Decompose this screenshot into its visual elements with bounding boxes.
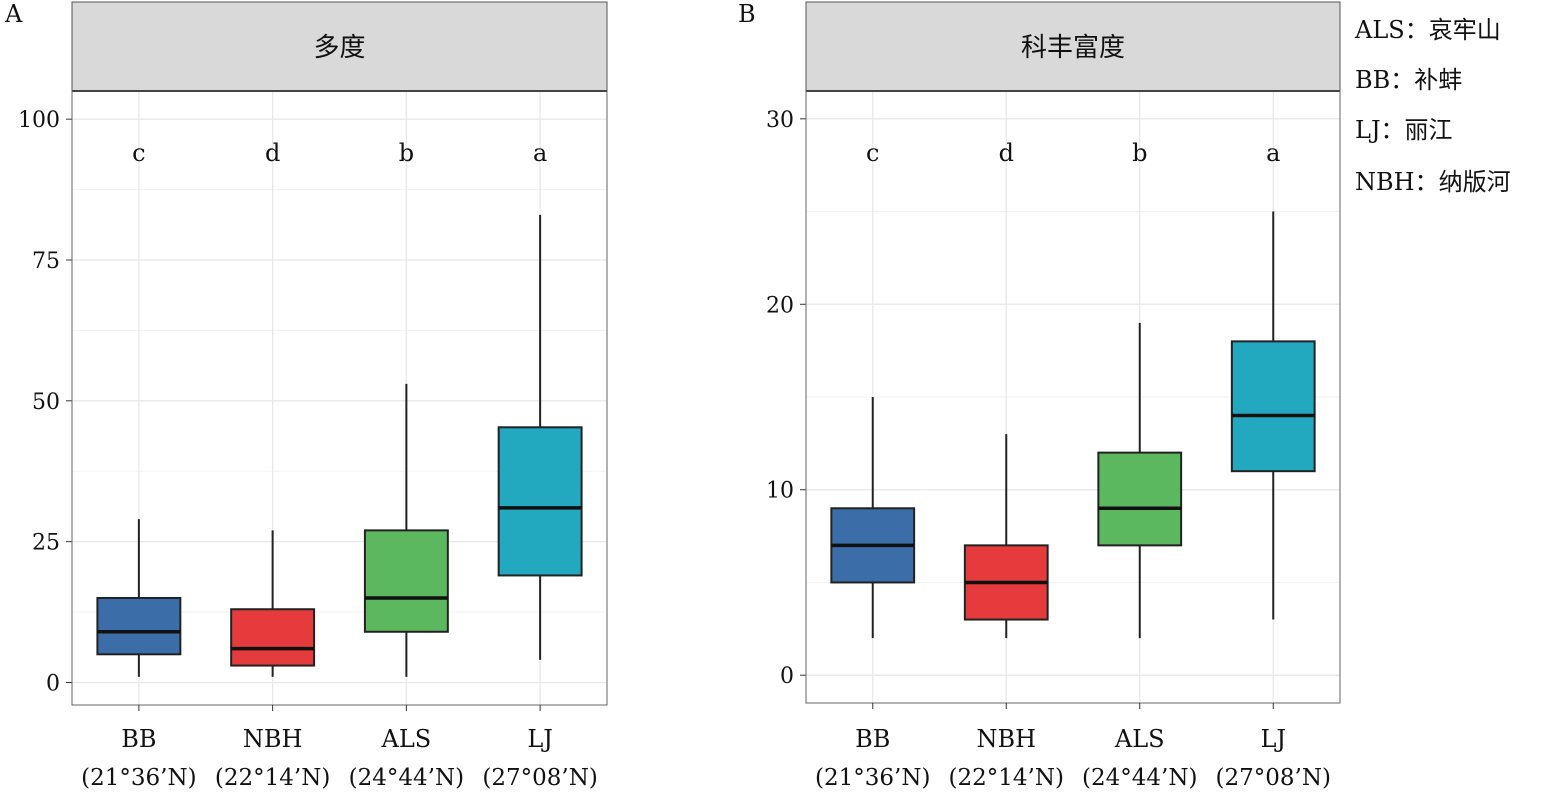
panel-label: B	[738, 0, 756, 28]
y-tick-label: 20	[766, 293, 794, 318]
significance-letter: a	[1266, 139, 1280, 167]
y-tick-label: 100	[18, 108, 60, 133]
facet-strip	[805, 1, 1341, 92]
facet-title: 多度	[313, 33, 365, 63]
x-tick-sublabel: (21°36’N)	[81, 765, 196, 791]
significance-letter: b	[399, 139, 414, 167]
y-tick-label: 75	[32, 249, 60, 274]
x-tick-sublabel: (21°36’N)	[815, 765, 930, 791]
x-tick-sublabel: (22°14’N)	[215, 765, 330, 791]
significance-letter: a	[533, 139, 547, 167]
significance-letter: c	[866, 139, 879, 167]
facet-strip	[71, 1, 608, 92]
y-tick-label: 10	[766, 479, 794, 504]
y-tick-label: 0	[780, 664, 794, 689]
box-LJ	[497, 214, 583, 660]
panel-A: 0 25 50 75 100 多度 Ac BB (21°36’N) d NBH (22°14’N) b A…	[4, 0, 608, 791]
x-tick-label: NBH	[976, 725, 1036, 753]
panel-B: 0 10 20 30 科丰富度 Bc BB (21°36’N) d NBH (22°14’N) b AL…	[738, 0, 1341, 791]
legend-item: LJ：丽江	[1355, 116, 1453, 144]
x-tick-label: BB	[121, 725, 156, 753]
plot-border	[805, 90, 1341, 704]
x-tick-sublabel: (24°44’N)	[1082, 765, 1197, 791]
box-iqr	[1230, 340, 1316, 473]
x-tick-sublabel: (27°08’N)	[482, 765, 597, 791]
box-NBH	[230, 530, 316, 677]
y-tick-label: 0	[46, 671, 60, 696]
plot-border	[71, 90, 608, 706]
box-iqr	[96, 596, 182, 656]
box-ALS	[363, 383, 449, 677]
legend: ALS：哀牢山 BB：补蚌 LJ：丽江 NBH：纳版河	[1354, 16, 1511, 196]
y-tick-label: 50	[32, 390, 60, 415]
x-tick-sublabel: (27°08’N)	[1216, 765, 1331, 791]
x-tick-sublabel: (22°14’N)	[949, 765, 1064, 791]
legend-item: BB：补蚌	[1355, 66, 1462, 94]
x-tick-label: NBH	[243, 725, 303, 753]
y-tick-label: 30	[766, 108, 794, 133]
legend-item: NBH：纳版河	[1355, 168, 1511, 196]
x-tick-sublabel: (24°44’N)	[349, 765, 464, 791]
box-NBH	[963, 434, 1049, 639]
box-BB	[830, 397, 916, 639]
significance-letter: d	[265, 139, 280, 167]
facet-title: 科丰富度	[1021, 33, 1125, 63]
legend-item: ALS：哀牢山	[1354, 16, 1501, 44]
x-tick-label: ALS	[381, 725, 432, 753]
box-ALS	[1097, 322, 1183, 639]
x-tick-label: LJ	[527, 725, 553, 753]
x-tick-label: BB	[855, 725, 890, 753]
box-iqr	[1097, 451, 1183, 547]
box-LJ	[1230, 211, 1316, 620]
significance-letter: b	[1132, 139, 1147, 167]
x-tick-label: ALS	[1114, 725, 1165, 753]
box-iqr	[363, 529, 449, 633]
significance-letter: c	[132, 139, 145, 167]
box-iqr	[230, 608, 316, 667]
panel-label: A	[4, 0, 23, 28]
significance-letter: d	[999, 139, 1014, 167]
box-BB	[96, 519, 182, 677]
box-iqr	[497, 426, 583, 577]
y-tick-label: 25	[32, 531, 60, 556]
x-tick-label: LJ	[1260, 725, 1286, 753]
